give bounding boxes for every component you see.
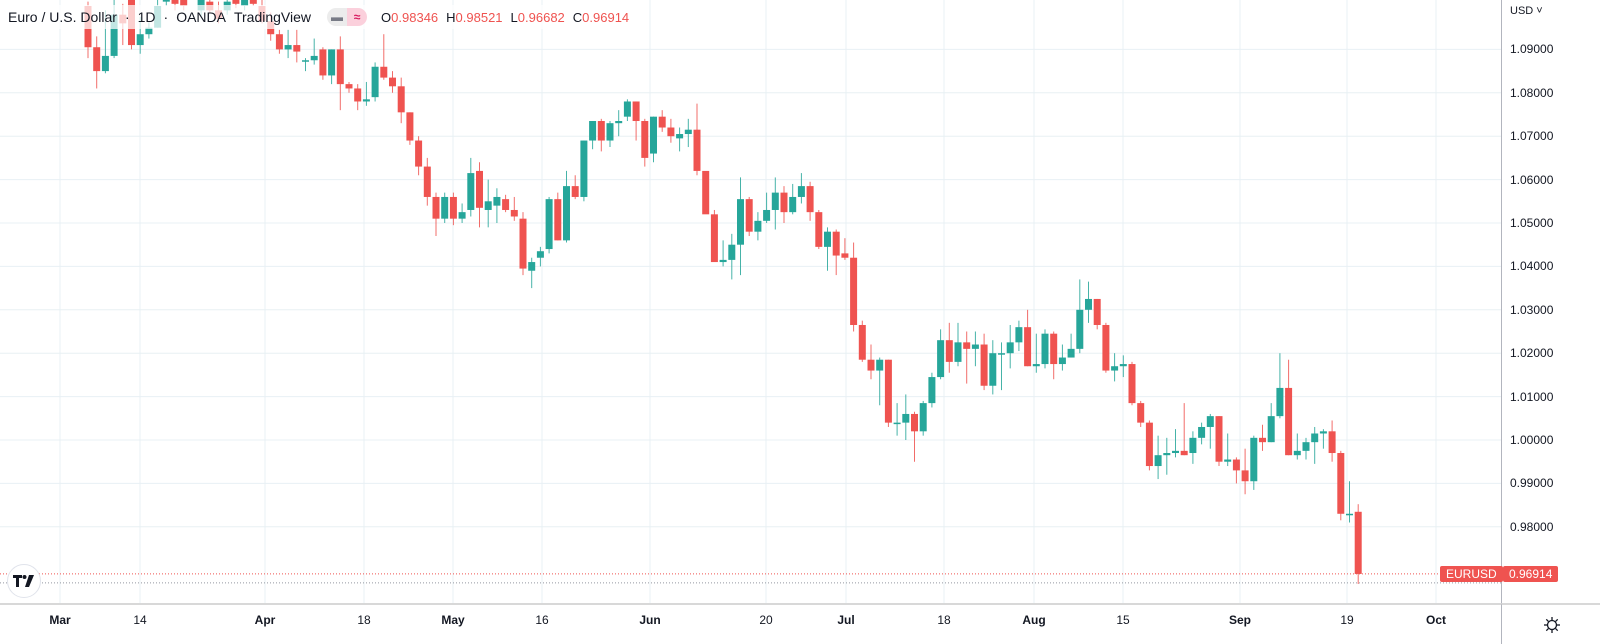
high-value: H0.98521 <box>446 9 503 25</box>
time-tick: May <box>441 613 465 627</box>
price-tick: 1.07000 <box>1510 129 1554 144</box>
close-value: C0.96914 <box>572 9 630 25</box>
symbol-name[interactable]: Euro / U.S. Dollar <box>8 9 117 25</box>
time-tick: Aug <box>1022 613 1046 627</box>
minus-icon[interactable]: ▬ <box>327 8 348 26</box>
price-tick: 1.05000 <box>1510 216 1554 230</box>
tradingview-logo-icon <box>13 575 34 587</box>
time-tick: Apr <box>254 613 276 627</box>
candlestick-chart[interactable] <box>0 0 1501 603</box>
price-tick: 1.06000 <box>1510 172 1554 187</box>
last-price-tag: 0.96914 <box>1503 565 1559 582</box>
ohlc-values: O0.98346 H0.98521 L0.96682 C0.96914 <box>381 10 629 25</box>
indicator-pill[interactable]: ▬ ≈ <box>327 8 368 26</box>
price-tick: 1.02000 <box>1510 346 1554 361</box>
interval[interactable]: 1D <box>137 9 156 25</box>
last-price-line <box>0 573 1501 584</box>
chart-settings-button[interactable] <box>1501 603 1600 644</box>
chevron-down-icon: ˅ <box>1536 5 1543 17</box>
exchange: OANDA <box>176 9 226 25</box>
time-tick: 20 <box>759 613 773 627</box>
time-tick: 19 <box>1340 613 1354 627</box>
time-axis[interactable]: Mar 14 Apr 18 May 16 Jun 20 Jul 18 Aug 15 Sep 19 Oct <box>0 603 1501 644</box>
price-tick: 0.99000 <box>1510 476 1554 491</box>
currency-selector[interactable]: USD ˅ <box>1510 5 1543 17</box>
time-tick: 15 <box>1116 613 1130 627</box>
open-value: O0.98346 <box>381 9 439 25</box>
candles <box>84 0 1362 585</box>
symbol-price-tag: EURUSD <box>1440 565 1503 582</box>
tradingview-logo[interactable] <box>7 564 41 598</box>
legend-separator: · <box>163 9 169 25</box>
time-tick: Jul <box>837 613 855 627</box>
time-tick: Oct <box>1425 613 1447 627</box>
grid-lines <box>0 0 1501 603</box>
symbol-legend: Euro / U.S. Dollar · 1D · OANDA TradingV… <box>8 5 636 29</box>
price-tick: 0.98000 <box>1510 519 1554 534</box>
legend-separator: · <box>124 9 130 25</box>
time-tick: 18 <box>937 613 951 627</box>
time-tick: Mar <box>49 613 71 627</box>
low-value: L0.96682 <box>510 9 565 25</box>
time-tick: 16 <box>535 613 549 627</box>
price-tick: 1.03000 <box>1510 302 1554 317</box>
time-tick: Sep <box>1228 613 1252 627</box>
time-tick: Jun <box>639 613 661 627</box>
gear-icon <box>1543 616 1560 633</box>
price-tick: 1.00000 <box>1510 433 1554 447</box>
time-tick: 18 <box>357 613 371 627</box>
price-tick: 1.09000 <box>1510 42 1554 57</box>
price-tick: 1.04000 <box>1510 259 1554 274</box>
price-axis[interactable]: USD ˅ 1.09000 1.08000 1.07000 1.06000 1.0500… <box>1501 0 1600 603</box>
price-tick: 1.08000 <box>1510 85 1554 100</box>
data-source: TradingView <box>233 9 312 25</box>
approx-icon[interactable]: ≈ <box>347 8 368 26</box>
time-tick: 14 <box>133 613 147 627</box>
price-tick: 1.01000 <box>1510 389 1554 404</box>
